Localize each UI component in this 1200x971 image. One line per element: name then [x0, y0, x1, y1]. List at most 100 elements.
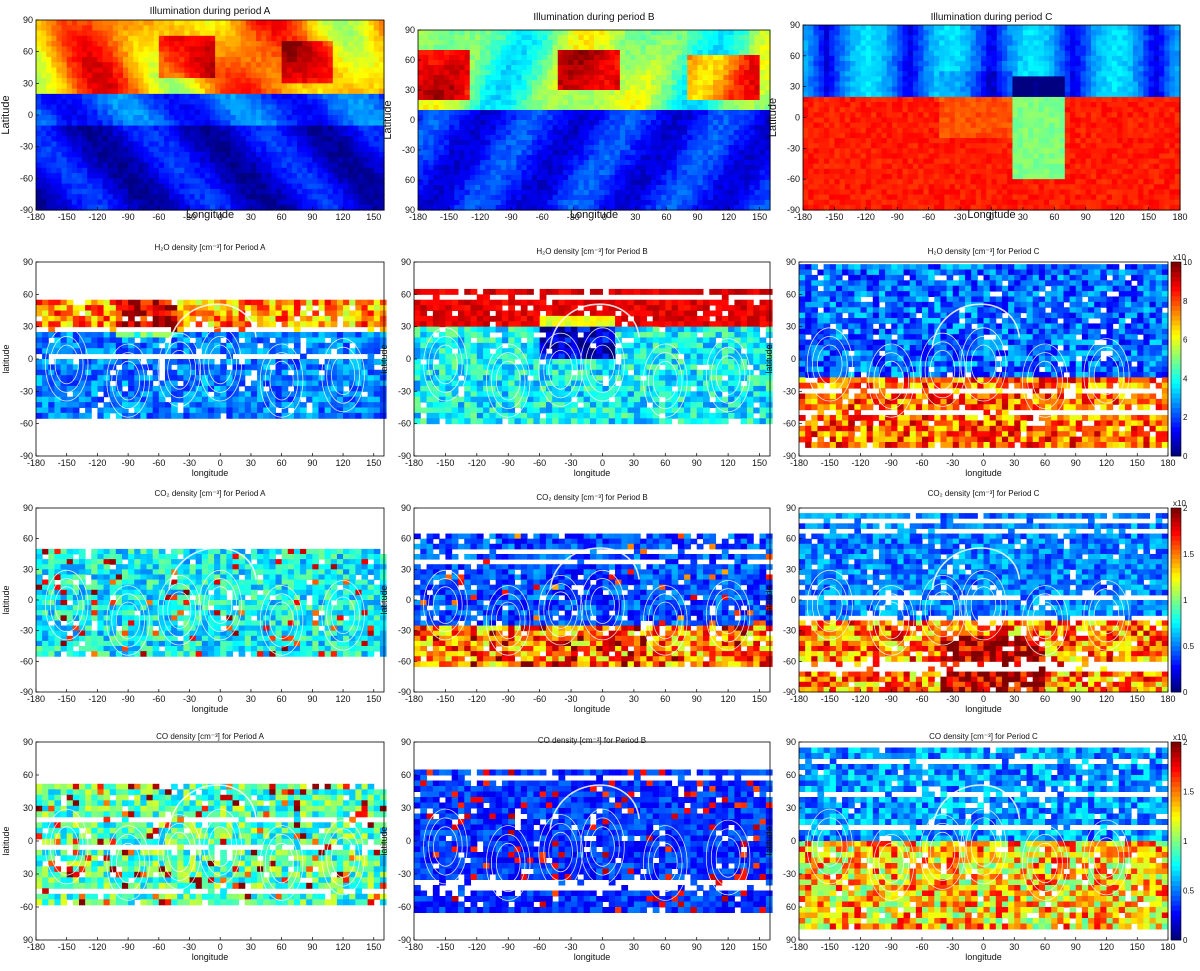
heatmap-cell	[604, 140, 610, 146]
heatmap-cell	[220, 120, 226, 126]
heatmap-cell	[501, 80, 507, 86]
heatmap-cell	[246, 25, 252, 31]
heatmap-cell	[369, 115, 375, 121]
heatmap-cell	[666, 160, 672, 166]
heatmap-cell	[77, 62, 83, 68]
heatmap-cell	[532, 150, 538, 156]
heatmap-cell	[666, 30, 672, 36]
heatmap-cell	[698, 155, 704, 161]
heatmap-cell	[46, 147, 52, 153]
heatmap-cell	[677, 60, 683, 66]
heatmap-cell	[672, 50, 678, 56]
heatmap-cell	[594, 190, 600, 196]
heatmap-cell	[672, 95, 678, 101]
heatmap-cell	[333, 36, 339, 42]
heatmap-cell	[522, 75, 528, 81]
heatmap-cell	[323, 126, 329, 132]
heatmap-cell	[307, 57, 313, 63]
heatmap-cell	[454, 155, 460, 161]
heatmap-cell	[77, 194, 83, 200]
heatmap-cell	[307, 136, 313, 142]
heatmap-cell	[584, 70, 590, 76]
heatmap-cell	[568, 110, 574, 116]
heatmap-cell	[56, 120, 62, 126]
heatmap-cell	[589, 80, 595, 86]
heatmap-cell	[159, 157, 165, 163]
heatmap-cell	[256, 20, 262, 26]
heatmap-cell	[578, 80, 584, 86]
heatmap-cell	[108, 157, 114, 163]
heatmap-cell	[729, 85, 735, 91]
heatmap-cell	[154, 141, 160, 147]
heatmap-cell	[703, 85, 709, 91]
heatmap-cell	[190, 147, 196, 153]
heatmap-cell	[651, 55, 657, 61]
heatmap-cell	[480, 165, 486, 171]
heatmap-cell	[651, 185, 657, 191]
heatmap-cell	[282, 89, 288, 95]
heatmap-cell	[568, 190, 574, 196]
heatmap-cell	[138, 173, 144, 179]
heatmap-cell	[184, 46, 190, 52]
heatmap-cell	[67, 131, 73, 137]
heatmap-cell	[36, 104, 42, 110]
heatmap-cell	[123, 78, 129, 84]
heatmap-cell	[610, 185, 616, 191]
heatmap-cell	[225, 126, 231, 132]
heatmap-cell	[246, 41, 252, 47]
heatmap-cell	[599, 115, 605, 121]
heatmap-cell	[338, 152, 344, 158]
heatmap-cell	[434, 90, 440, 96]
heatmap-cell	[220, 41, 226, 47]
heatmap-cell	[56, 52, 62, 58]
heatmap-cell	[302, 20, 308, 26]
heatmap-cell	[143, 141, 149, 147]
heatmap-cell	[604, 130, 610, 136]
heatmap-cell	[353, 73, 359, 79]
heatmap-cell	[364, 184, 370, 190]
heatmap-cell	[138, 126, 144, 132]
heatmap-cell	[190, 189, 196, 195]
heatmap-cell	[246, 131, 252, 137]
heatmap-cell	[496, 60, 502, 66]
heatmap-cell	[516, 190, 522, 196]
heatmap-cell	[485, 70, 491, 76]
heatmap-cell	[672, 70, 678, 76]
heatmap-cell	[687, 200, 693, 206]
heatmap-cell	[174, 89, 180, 95]
heatmap-cell	[527, 35, 533, 41]
heatmap-cell	[374, 157, 380, 163]
heatmap-cell	[646, 195, 652, 201]
heatmap-cell	[164, 20, 170, 26]
heatmap-cell	[573, 90, 579, 96]
heatmap-cell	[578, 125, 584, 131]
heatmap-cell	[369, 62, 375, 68]
heatmap-cell	[215, 36, 221, 42]
heatmap-cell	[287, 104, 293, 110]
heatmap-cell	[348, 163, 354, 169]
heatmap-cell	[271, 131, 277, 137]
heatmap-cell	[56, 57, 62, 63]
heatmap-cell	[343, 173, 349, 179]
heatmap-cell	[723, 160, 729, 166]
heatmap-cell	[169, 157, 175, 163]
heatmap-cell	[610, 100, 616, 106]
heatmap-cell	[333, 52, 339, 58]
heatmap-cell	[277, 110, 283, 116]
heatmap-cell	[348, 110, 354, 116]
heatmap-cell	[698, 185, 704, 191]
heatmap-cell	[558, 155, 564, 161]
heatmap-cell	[154, 126, 160, 132]
heatmap-cell	[51, 199, 57, 205]
heatmap-cell	[459, 170, 465, 176]
heatmap-cell	[307, 25, 313, 31]
heatmap-cell	[246, 89, 252, 95]
heatmap-cell	[261, 194, 267, 200]
heatmap-cell	[46, 178, 52, 184]
heatmap-cell	[271, 99, 277, 105]
heatmap-cell	[651, 110, 657, 116]
heatmap-cell	[418, 90, 424, 96]
heatmap-cell	[547, 160, 553, 166]
heatmap-cell	[465, 170, 471, 176]
heatmap-cell	[646, 190, 652, 196]
